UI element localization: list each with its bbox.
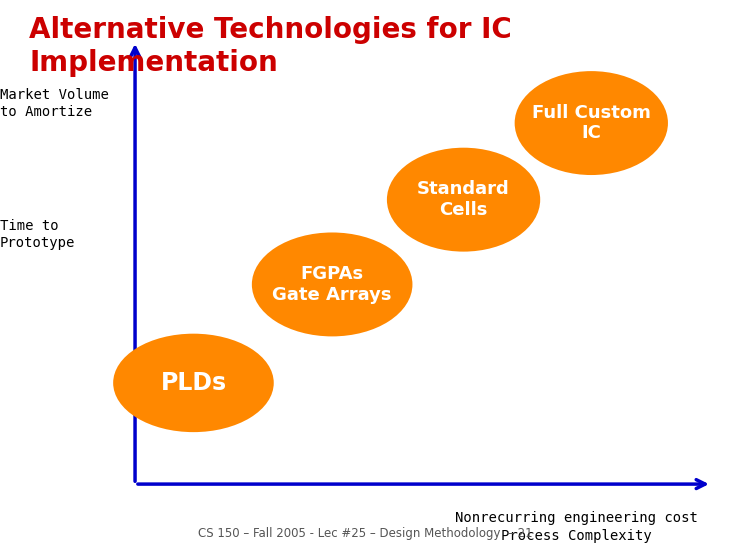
Ellipse shape	[515, 71, 668, 175]
Text: Full Custom
IC: Full Custom IC	[532, 104, 650, 142]
Text: Time to
Prototype: Time to Prototype	[0, 219, 75, 250]
Text: Market Volume
to Amortize: Market Volume to Amortize	[0, 88, 109, 119]
Text: Standard
Cells: Standard Cells	[417, 181, 510, 219]
Ellipse shape	[113, 334, 274, 432]
Ellipse shape	[252, 232, 412, 336]
Text: Alternative Technologies for IC
Implementation: Alternative Technologies for IC Implemen…	[29, 16, 512, 77]
Text: PLDs: PLDs	[161, 371, 226, 395]
Text: Nonrecurring engineering cost
Process Complexity
Density, speed, complexity: Nonrecurring engineering cost Process Co…	[456, 511, 698, 547]
Text: CS 150 – Fall 2005 - Lec #25 – Design Methodology  – 21: CS 150 – Fall 2005 - Lec #25 – Design Me…	[198, 527, 532, 540]
Text: FGPAs
Gate Arrays: FGPAs Gate Arrays	[272, 265, 392, 304]
Ellipse shape	[387, 148, 540, 252]
